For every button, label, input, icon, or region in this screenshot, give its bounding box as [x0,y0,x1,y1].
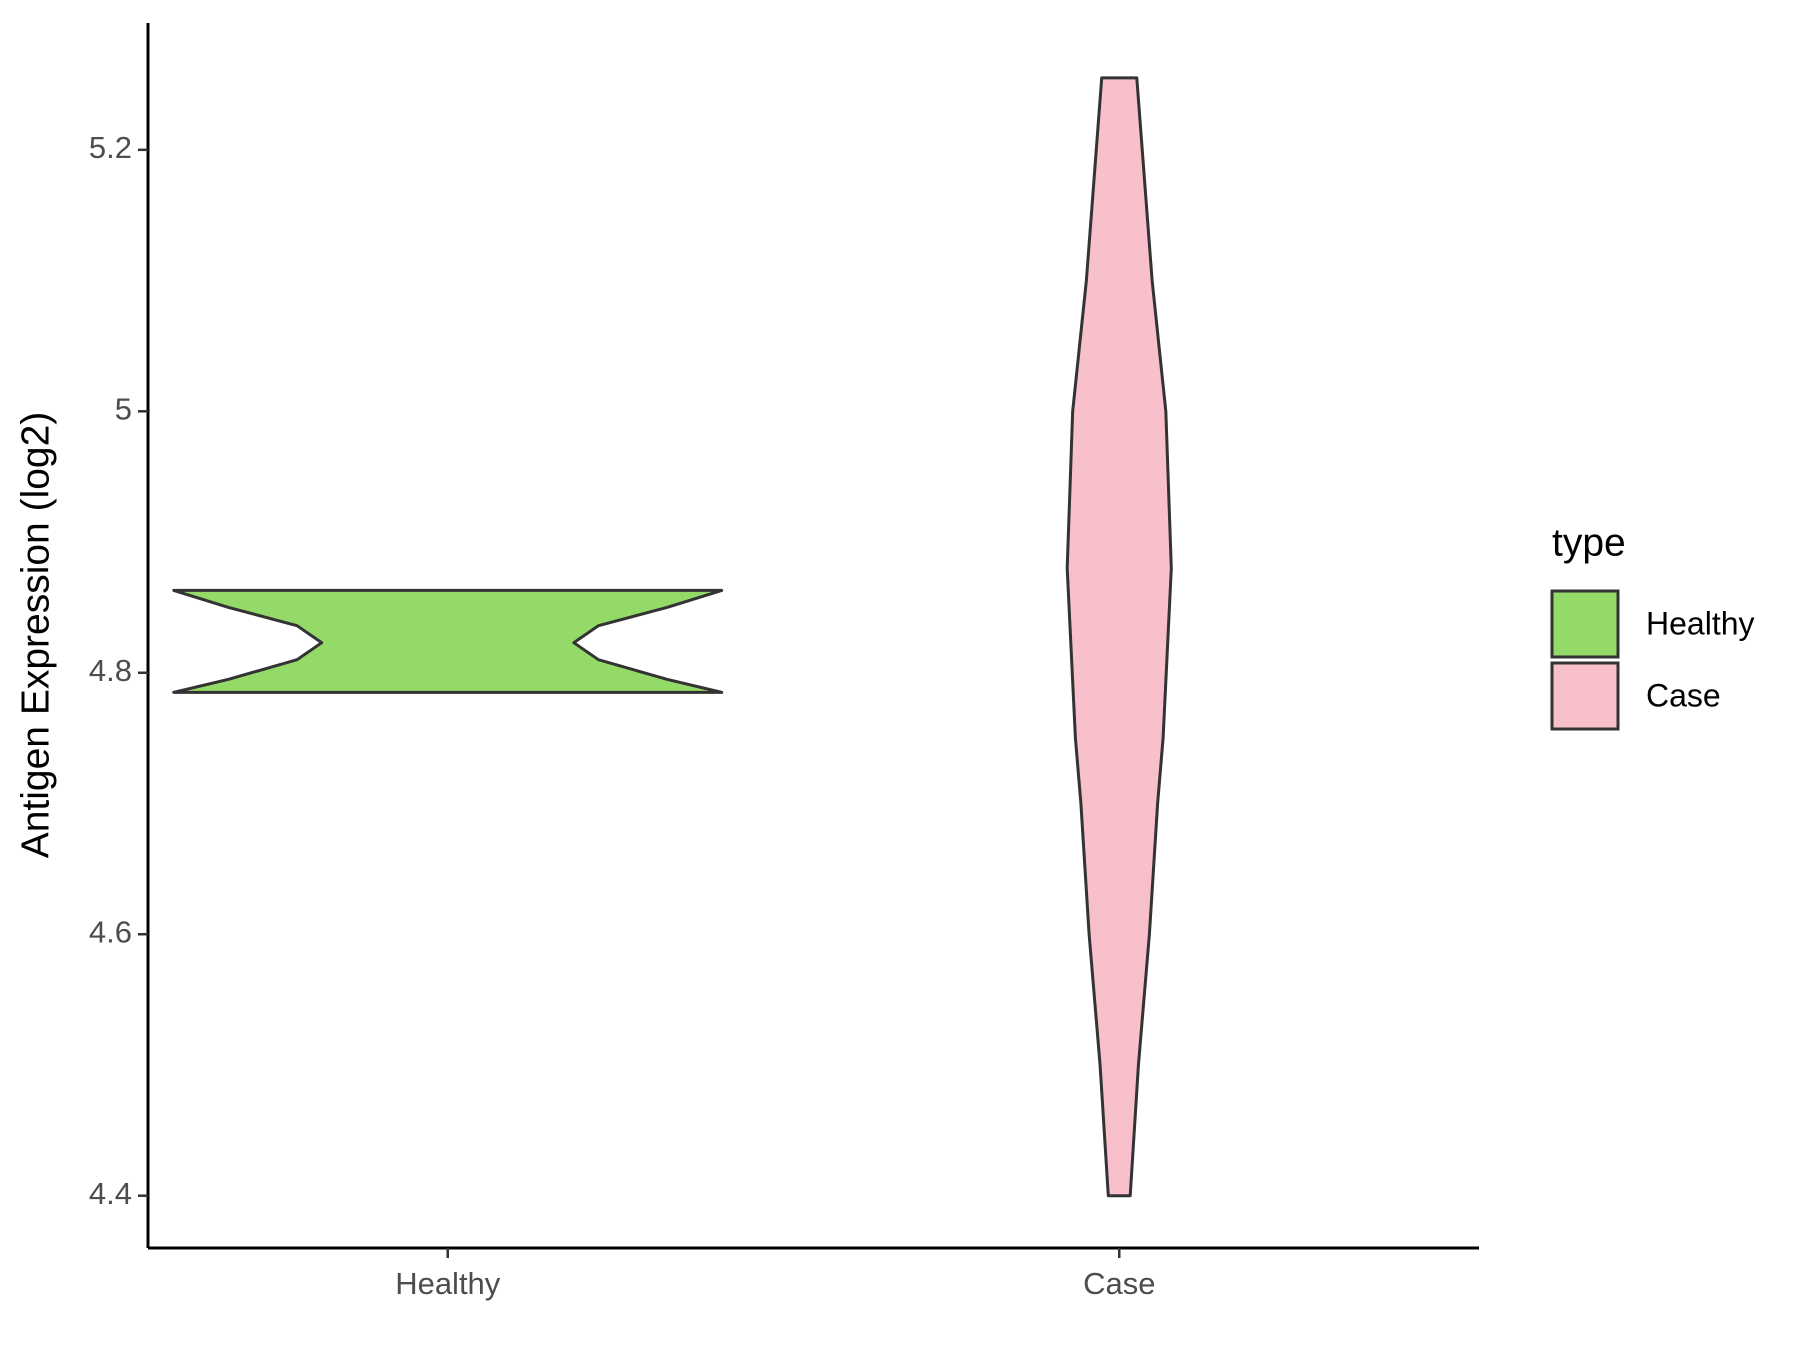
x-tick-label: Healthy [395,1266,501,1301]
legend-label: Healthy [1646,605,1755,641]
y-tick-label: 4.8 [89,653,132,688]
x-tick-label: Case [1083,1266,1155,1301]
y-axis-title: Antigen Expression (log2) [14,412,57,859]
legend-label: Case [1646,677,1721,713]
legend-key [1550,661,1620,731]
violin [1065,76,1173,1198]
legend-title: type [1552,521,1626,564]
y-tick-label: 5 [115,391,132,426]
violin [172,588,724,694]
y-tick-label: 4.4 [89,1176,132,1211]
legend-key [1550,589,1620,659]
y-tick-label: 4.6 [89,914,132,949]
y-tick-label: 5.2 [89,130,132,165]
